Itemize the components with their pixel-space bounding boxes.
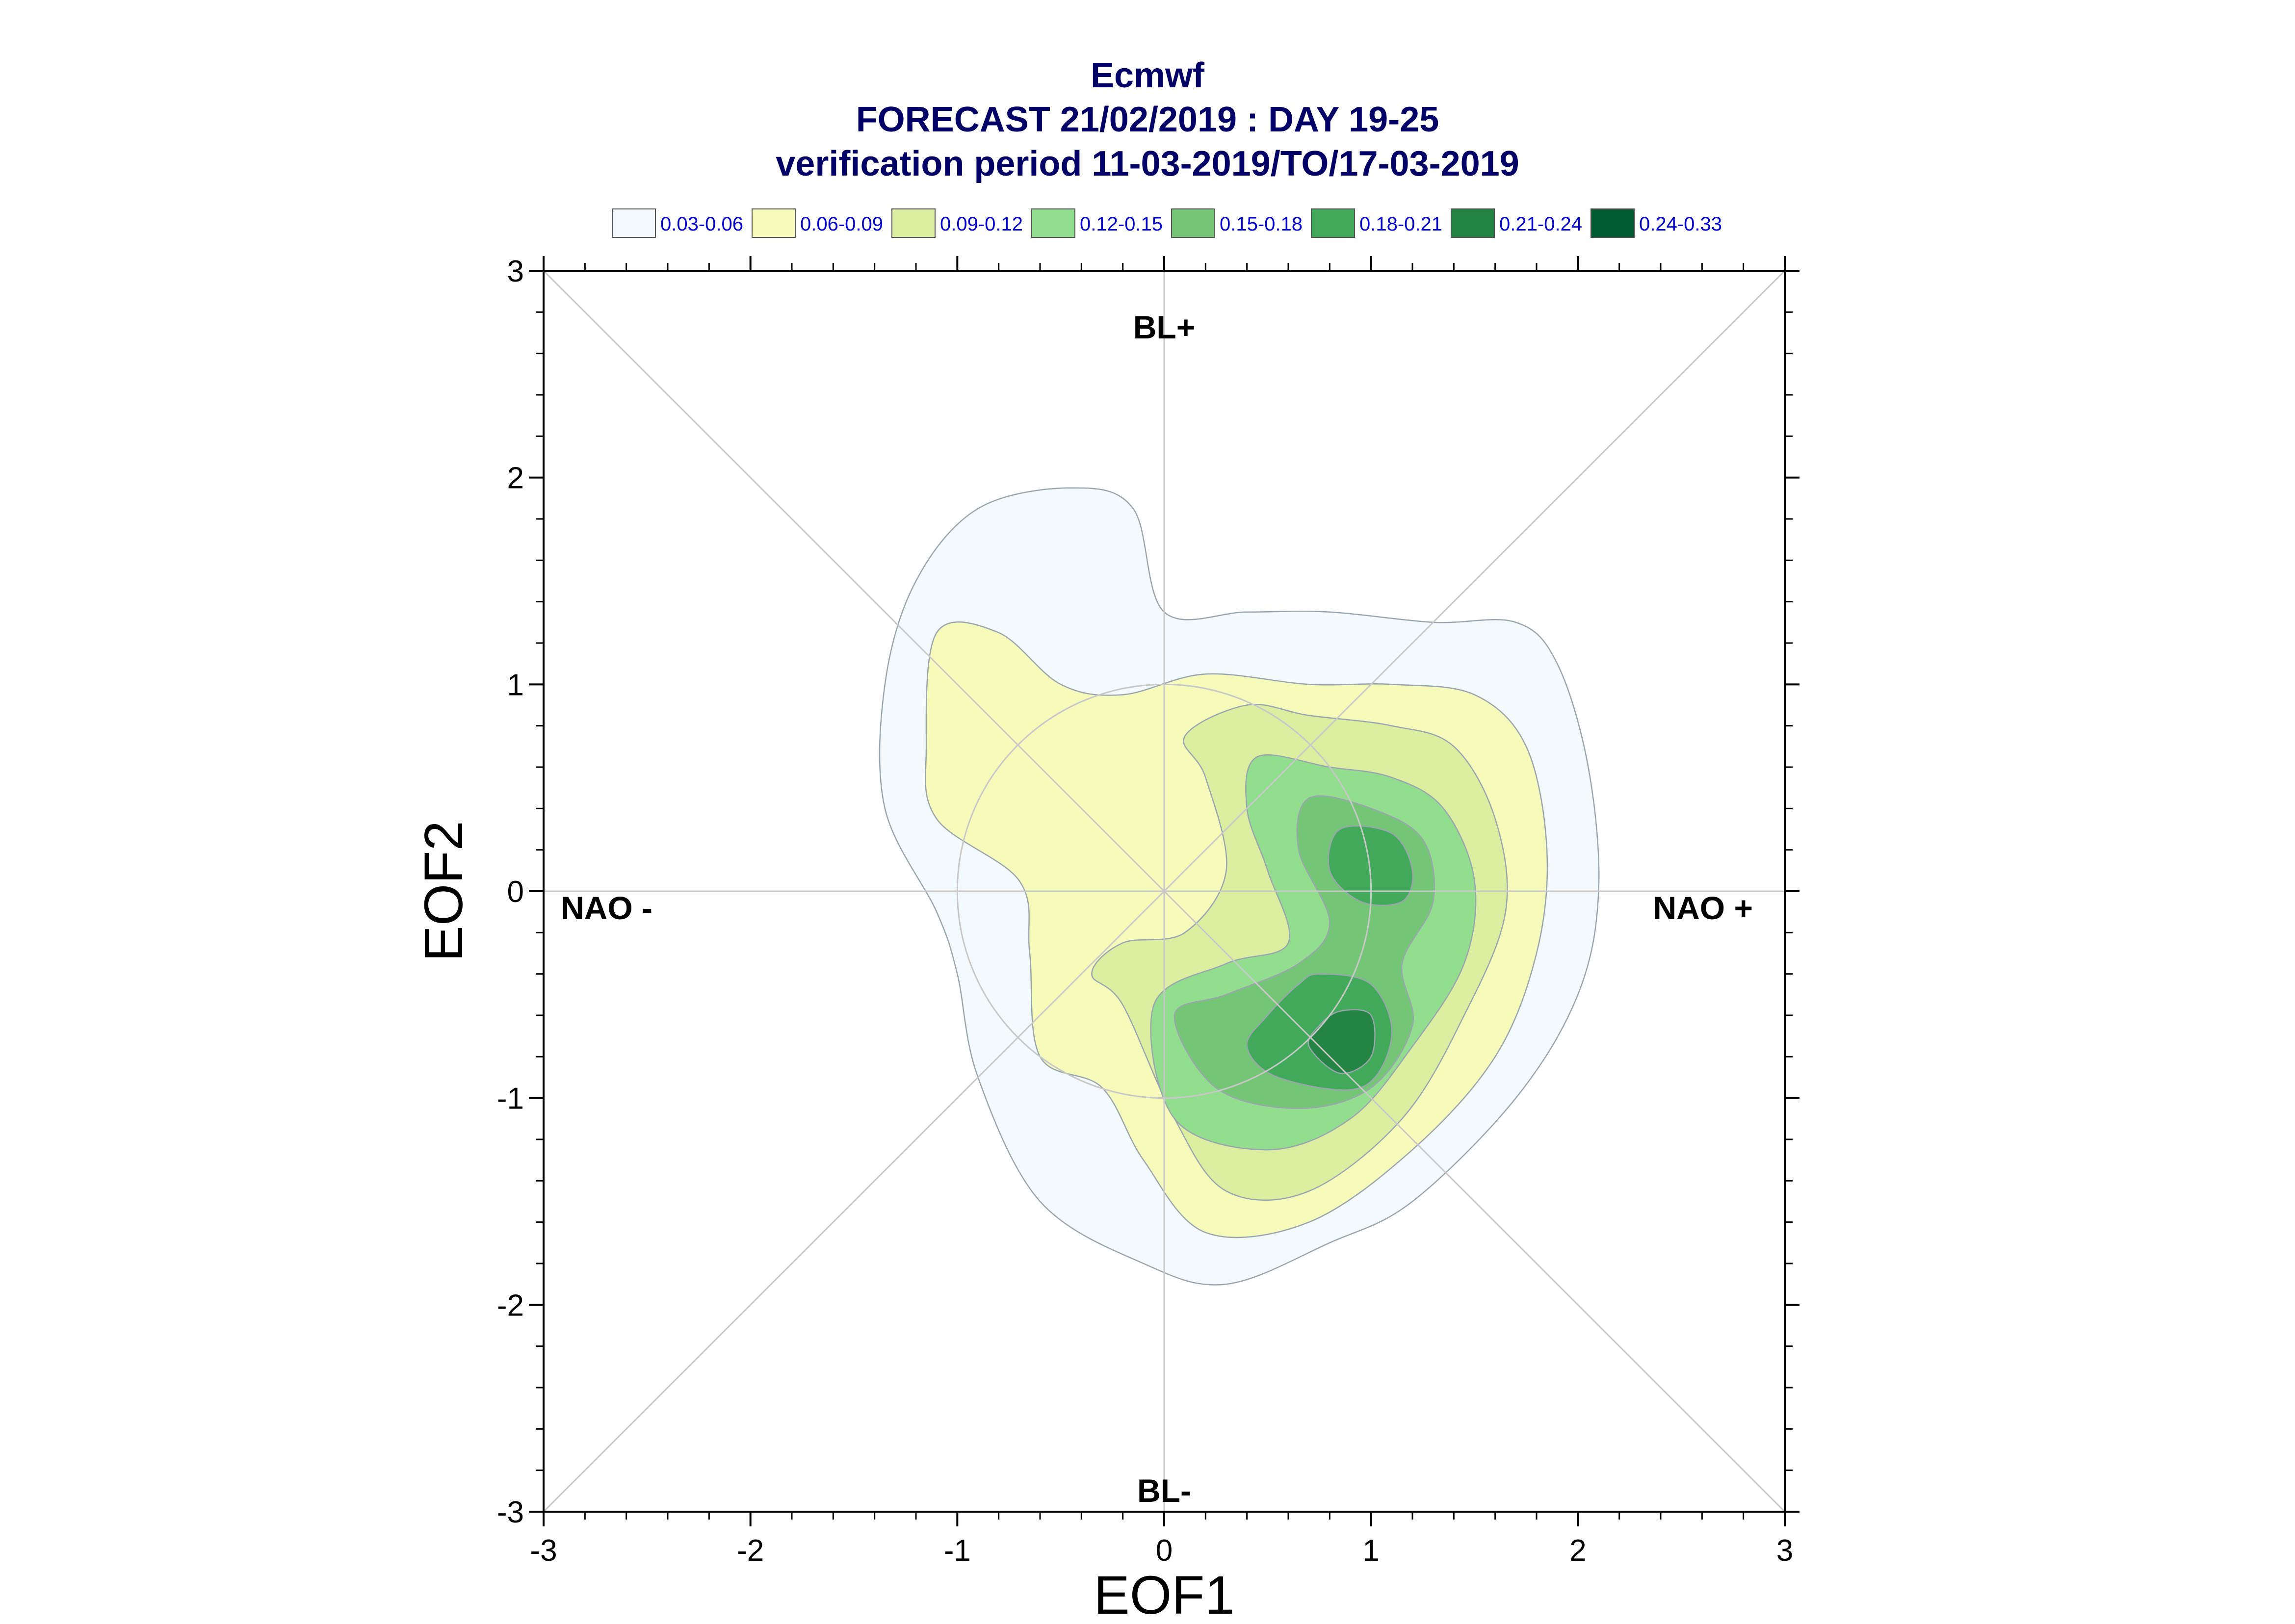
title-line-1: Ecmwf	[1091, 56, 1205, 95]
legend-swatch-4	[1031, 208, 1075, 238]
tick-labels: -3 -2 -1 0 1 2 3 -3 -2 -1 0 1 2 3	[497, 255, 1793, 1568]
density-contours	[879, 487, 1600, 1286]
x-tick-label: -1	[944, 1534, 971, 1568]
title-line-3: verification period 11-03-2019/TO/17-03-…	[776, 144, 1519, 183]
x-tick-label: 2	[1569, 1534, 1586, 1568]
legend-swatch-5	[1171, 208, 1215, 238]
regime-label-bl-plus: BL+	[1133, 309, 1196, 345]
legend-swatch-6	[1311, 208, 1355, 238]
legend-label-3: 0.09-0.12	[940, 213, 1023, 235]
y-tick-label: 2	[507, 462, 524, 495]
legend-swatch-2	[752, 208, 796, 238]
plot-area: -3 -2 -1 0 1 2 3 -3 -2 -1 0 1 2 3	[497, 255, 1799, 1568]
legend-label-2: 0.06-0.09	[800, 213, 883, 235]
legend-label-4: 0.12-0.15	[1080, 213, 1163, 235]
regime-label-bl-minus: BL-	[1137, 1472, 1191, 1509]
guide-lines	[544, 271, 1785, 1512]
legend-label-6: 0.18-0.21	[1359, 213, 1442, 235]
legend: 0.03-0.06 0.06-0.09 0.09-0.12 0.12-0.15 0.15…	[612, 208, 1722, 238]
legend-swatch-1	[612, 208, 656, 238]
contour-0.21-0.24-1	[1307, 1009, 1376, 1074]
y-tick-label: 0	[507, 875, 524, 909]
title-line-2: FORECAST 21/02/2019 : DAY 19-25	[856, 100, 1439, 139]
x-axis-title: EOF1	[1094, 1565, 1234, 1624]
x-tick-label: -2	[737, 1534, 764, 1568]
legend-label-1: 0.03-0.06	[660, 213, 743, 235]
unit-circle	[956, 683, 1372, 1099]
y-tick-label: -3	[497, 1495, 524, 1529]
x-tick-label: 0	[1156, 1534, 1173, 1568]
axis-ticks	[529, 256, 1799, 1526]
diagonal-line-2	[544, 271, 1785, 1512]
contour-0.18-0.21-1	[1328, 825, 1414, 906]
legend-swatch-3	[891, 208, 936, 238]
regime-label-nao-plus: NAO +	[1653, 890, 1753, 926]
y-axis-title: EOF2	[414, 821, 474, 961]
x-tick-label: -3	[530, 1534, 557, 1568]
legend-label-7: 0.21-0.24	[1499, 213, 1582, 235]
legend-swatch-7	[1451, 208, 1495, 238]
y-tick-label: 3	[507, 255, 524, 288]
y-tick-label: -2	[497, 1289, 524, 1322]
x-tick-label: 3	[1776, 1534, 1793, 1568]
regime-label-nao-minus: NAO -	[561, 890, 652, 926]
legend-label-8: 0.24-0.33	[1639, 213, 1722, 235]
x-tick-label: 1	[1362, 1534, 1379, 1568]
legend-swatch-8	[1591, 208, 1635, 238]
y-tick-label: 1	[507, 668, 524, 702]
y-tick-label: -1	[497, 1082, 524, 1116]
legend-label-5: 0.15-0.18	[1220, 213, 1303, 235]
